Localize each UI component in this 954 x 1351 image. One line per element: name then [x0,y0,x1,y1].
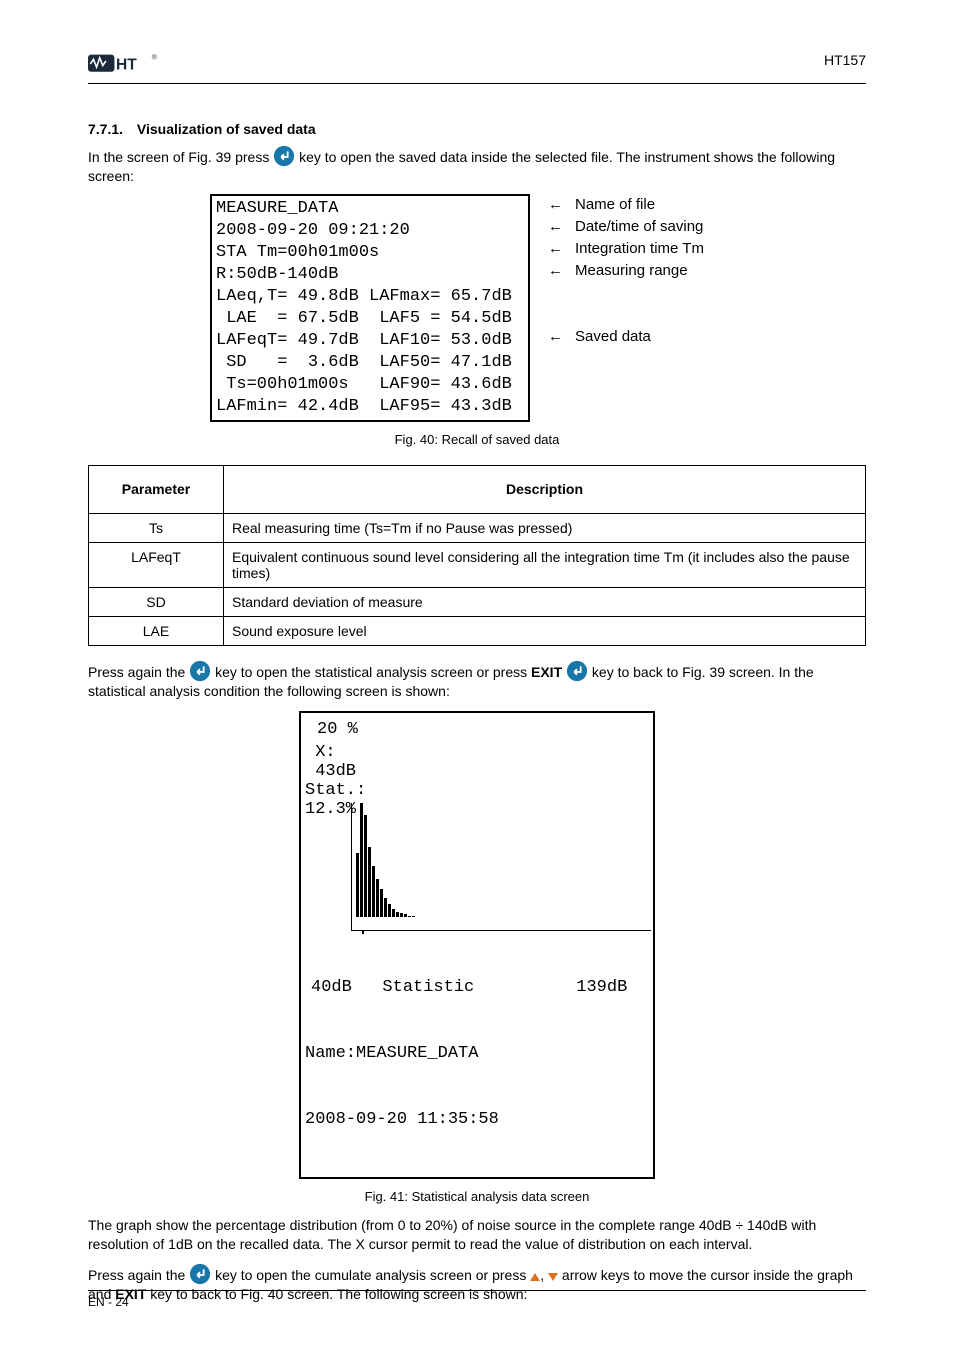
axis-low: 40dB [311,978,352,997]
table-desc: Real measuring time (Ts=Tm if no Pause w… [224,513,866,542]
table-param: LAFeqT [89,542,224,587]
stat-bar [360,803,363,917]
stat-cursor-tick [362,930,364,934]
mid-paragraph: Press again the key to open the statisti… [88,660,866,701]
enter-icon [566,660,588,682]
table-param: LAE [89,616,224,645]
svg-text:®: ® [152,53,158,61]
stat-datetime: 2008-09-20 11:35:58 [305,1109,649,1131]
table-row: SDStandard deviation of measure [89,587,866,616]
stat-bar [412,916,415,917]
stat-paragraph: The graph show the percentage distributi… [88,1216,866,1254]
stat-bar [400,913,403,917]
table-head-desc: Description [224,465,866,513]
stat-bar [376,879,379,917]
final-t1: Press again the [88,1267,189,1283]
table-param: SD [89,587,224,616]
table-param: Ts [89,513,224,542]
table-row: LAFeqTEquivalent continuous sound level … [89,542,866,587]
table-desc: Standard deviation of measure [224,587,866,616]
table-row: TsReal measuring time (Ts=Tm if no Pause… [89,513,866,542]
table-row: LAESound exposure level [89,616,866,645]
stat-bar [356,853,359,917]
enter-icon [273,145,295,167]
lcd-arrow [548,392,704,414]
svg-text:HT: HT [116,56,137,73]
up-arrow-icon [530,1273,540,1281]
lcd-screen-2: 20 % X: 43dB Stat.: 12.3% 40dB Statistic… [299,711,655,1179]
parameter-table: Parameter Description TsReal measuring t… [88,465,866,646]
stat-bar [364,815,367,917]
enter-icon [189,1263,211,1285]
section-number: 7.7.1. [88,121,123,137]
intro-paragraph: In the screen of Fig. 39 press key to op… [88,145,866,186]
lcd-arrow-column: ←Name of file←Date/time of saving←Integr… [548,194,704,414]
stat-bar [372,866,375,917]
fig-41-block: 20 % X: 43dB Stat.: 12.3% 40dB Statistic… [88,711,866,1204]
intro-text-1: In the screen of Fig. 39 press [88,149,273,165]
lcd-arrow: ←Date/time of saving [548,216,704,238]
exit-key-label: EXIT [531,664,562,680]
table-head-param: Parameter [89,465,224,513]
lcd-arrow: ←Name of file [548,194,704,216]
stat-name: Name:MEASURE_DATA [305,1043,649,1065]
lcd-arrow [548,370,704,392]
stat-bar [404,914,407,917]
stat-bar [392,909,395,917]
stat-graph [351,803,651,931]
stat-bars [356,803,416,930]
stat-bar [384,898,387,917]
axis-high: 139dB [576,978,627,997]
stat-bar [368,847,371,917]
section-heading: 7.7.1. Visualization of saved data [88,120,866,139]
footer-left: EN - 24 [88,1295,129,1309]
lcd-arrow [548,304,704,326]
lcd-screen-1: MEASURE_DATA 2008-09-20 09:21:20 STA Tm=… [210,194,530,422]
lcd-arrow: ←Measuring range [548,260,704,282]
enter-icon [189,660,211,682]
page-body: 7.7.1. Visualization of saved data In th… [88,120,866,1310]
stat-bar [380,889,383,917]
stat-bar [408,916,411,917]
midtext-2: key to open the statistical analysis scr… [215,664,531,680]
section-title: Visualization of saved data [127,121,316,137]
table-desc: Equivalent continuous sound level consid… [224,542,866,587]
lcd-arrow [548,348,704,370]
stat-bar [388,904,391,917]
fig-40-caption: Fig. 40: Recall of saved data [88,432,866,447]
lcd-arrow: ←Saved data [548,326,704,348]
midtext-1: Press again the [88,664,189,680]
page-header: HT ® HT157 [88,48,866,84]
axis-mid: Statistic [382,978,474,997]
lcd-arrow [548,282,704,304]
lcd-arrow: ←Integration time Tm [548,238,704,260]
page-footer: EN - 24 [88,1290,866,1309]
brand-logo: HT ® [88,52,158,79]
down-arrow-icon [548,1273,558,1281]
product-label: HT157 [824,52,866,68]
stat-top-pct: 20 % [317,719,358,741]
final-t2: key to open the cumulate analysis screen… [215,1267,530,1283]
stat-axis: 40dB Statistic 139dB [311,977,649,999]
fig-41-caption: Fig. 41: Statistical analysis data scree… [88,1189,866,1204]
stat-bar [396,912,399,917]
fig-40-block: MEASURE_DATA 2008-09-20 09:21:20 STA Tm=… [210,194,866,422]
table-desc: Sound exposure level [224,616,866,645]
